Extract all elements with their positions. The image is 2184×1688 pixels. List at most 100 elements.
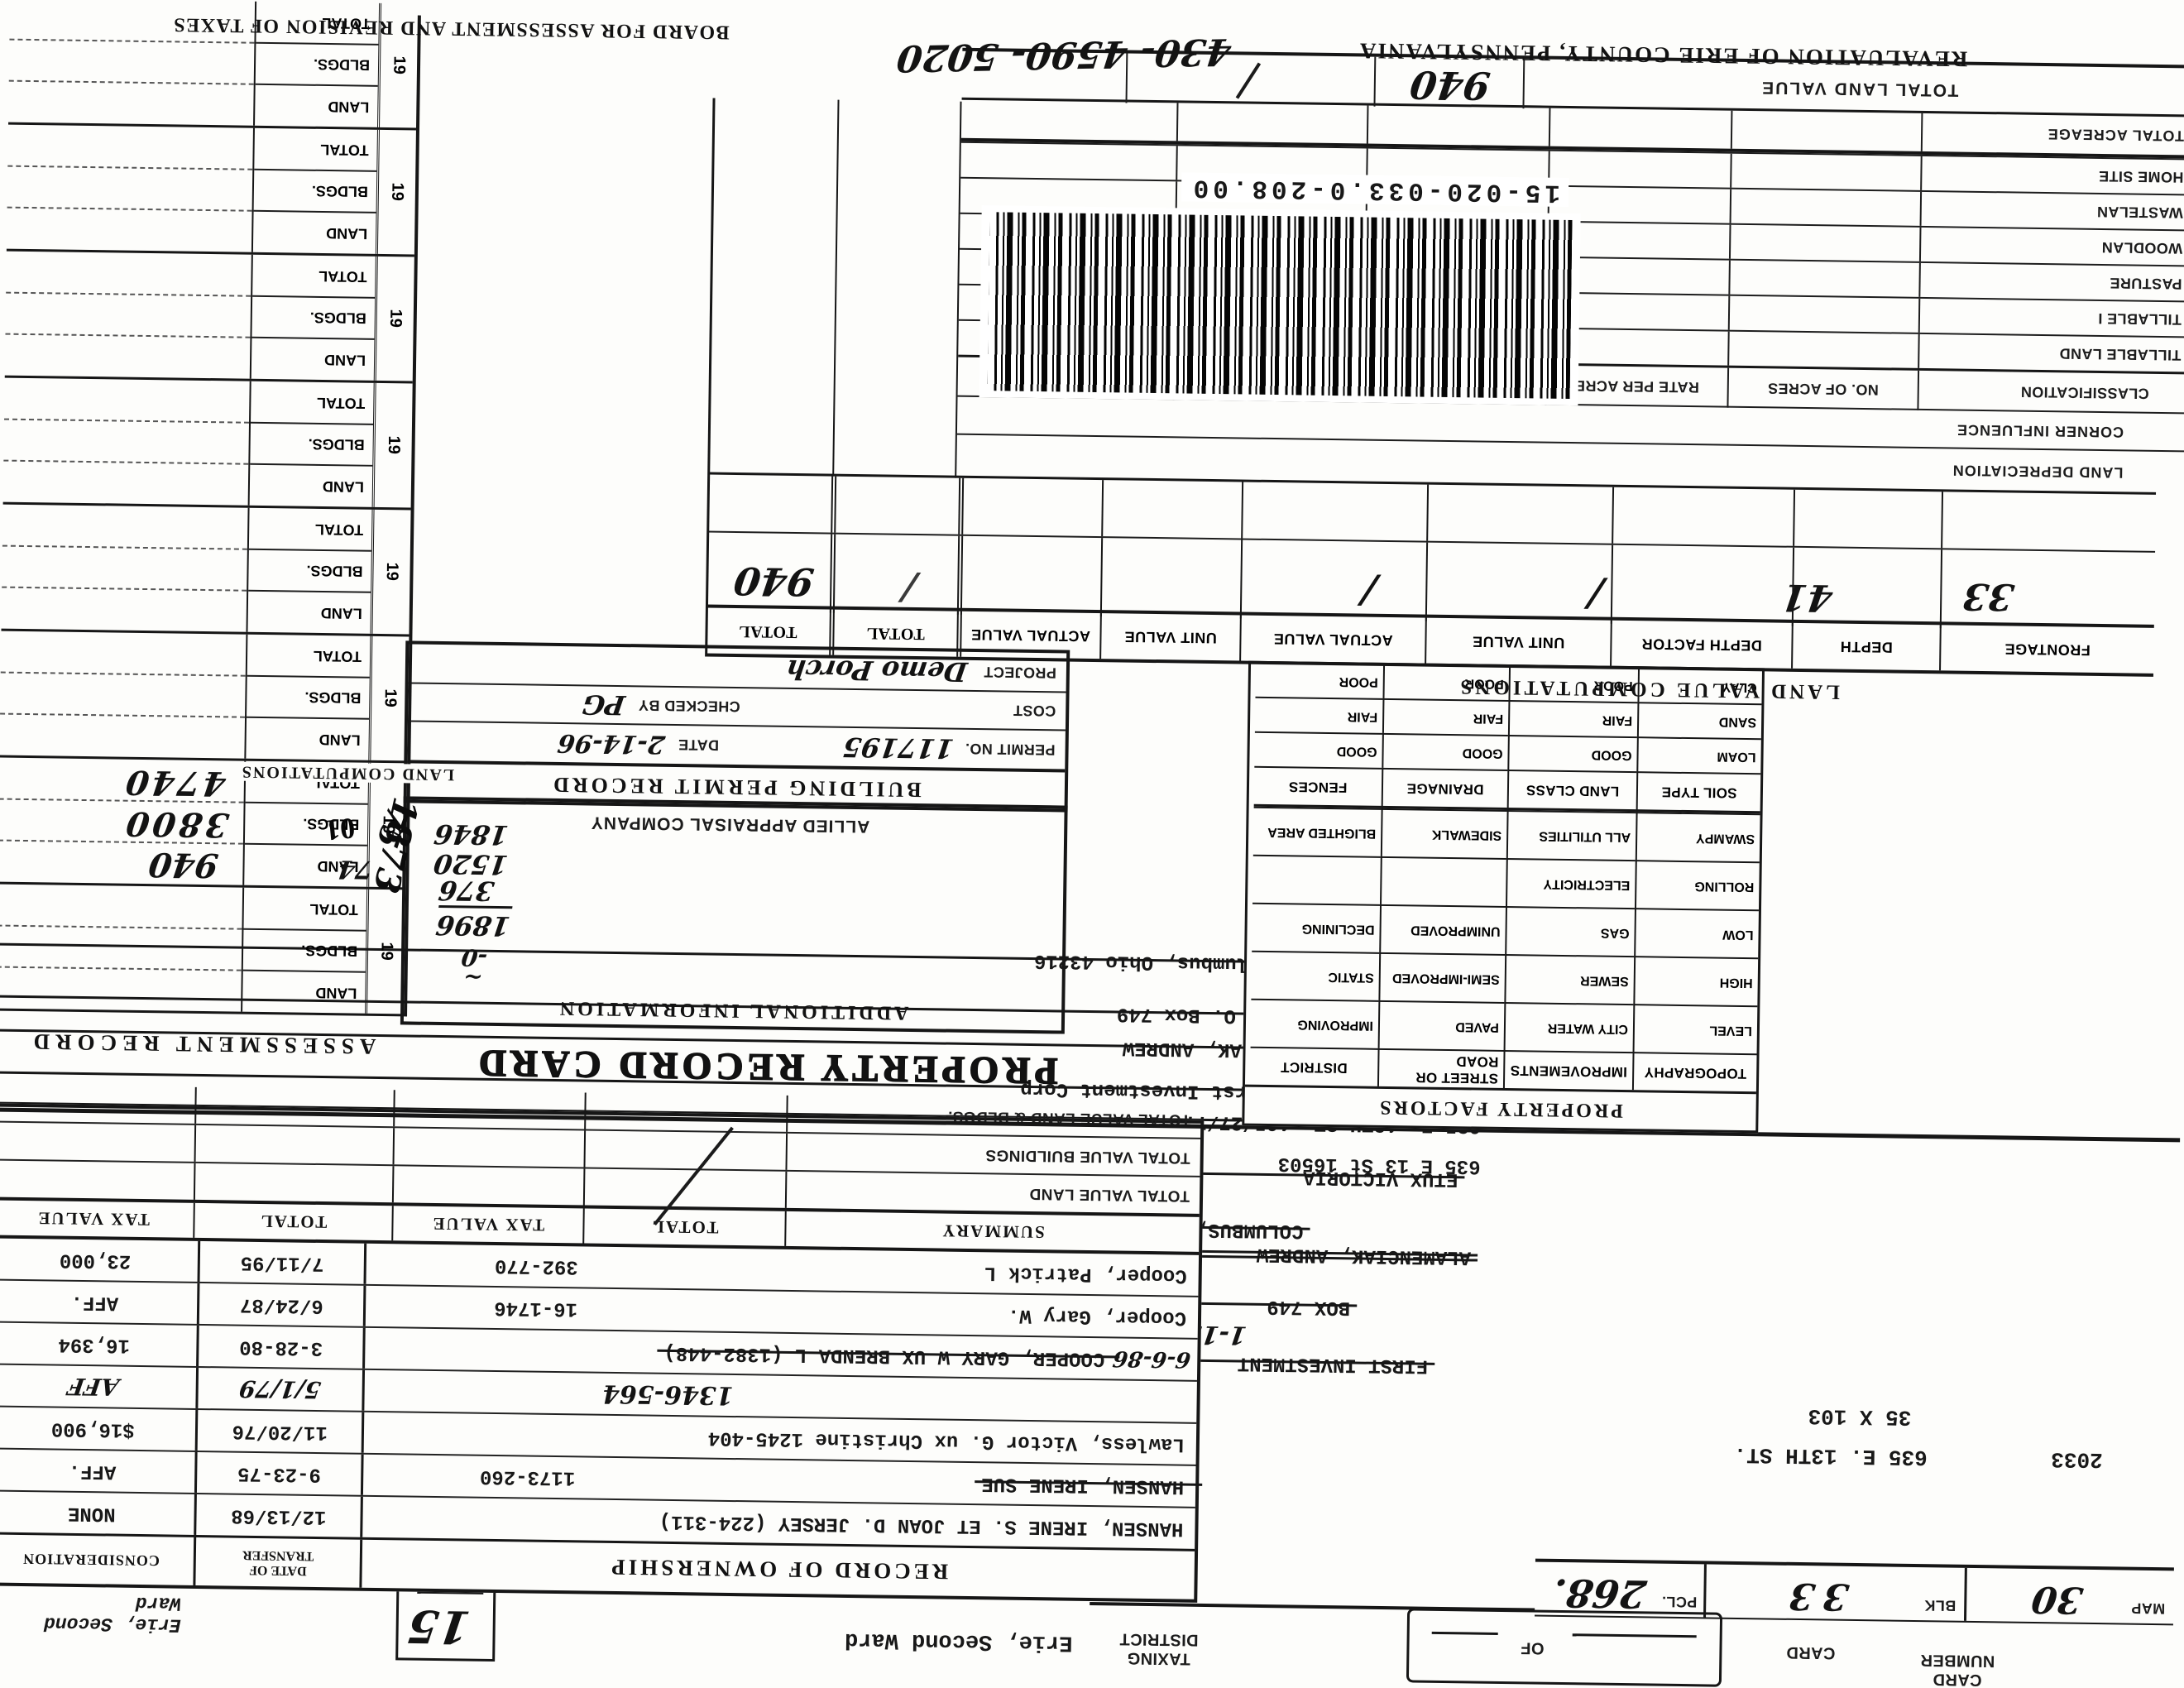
land-depreciation-label: LAND DEPRECIATION xyxy=(1952,462,2124,482)
handwritten-figure: 1520 xyxy=(431,847,510,881)
summary-label: SUMMARY xyxy=(784,1211,1200,1252)
ownership-title: RECORD OF OWNERSHIP xyxy=(608,1555,949,1585)
factor-cell: STATIC xyxy=(1251,950,1380,1000)
home-site-label: HOME SITE xyxy=(2098,167,2184,186)
assessment-record-title: ASSESSMENT RECORD xyxy=(27,1029,376,1059)
year-cell: 19 xyxy=(365,889,406,1014)
deed-book-page: 1346-564 xyxy=(601,1379,734,1411)
handwritten-figure-sum: 1896 xyxy=(433,904,513,942)
bldgs-label: BLDGS. xyxy=(255,41,379,86)
property-factors-table: PROPERTY FACTORS TOPOGRAPHY IMPROVEMENTS… xyxy=(1242,660,1765,1134)
tax-value-label: TAX VALUE xyxy=(390,1206,583,1244)
factor-cell: CITY WATER xyxy=(1503,1001,1634,1053)
owner-name: Lawless, Victor G. ux Christine 1245-404 xyxy=(707,1426,1185,1455)
taxing-district-corner-value: Erie, Second Ward xyxy=(43,1591,182,1636)
total-acreage-label: TOTAL ACREAGE xyxy=(2047,126,2184,145)
handwritten-figure: 1846 xyxy=(432,818,510,851)
factor-cell: SWAMPY xyxy=(1635,812,1760,862)
consideration-value: 23,000 xyxy=(59,1248,132,1272)
consideration-value: 16,394 xyxy=(58,1332,131,1356)
total-label: TOTAL xyxy=(582,1208,786,1246)
soil-cell: GOOD xyxy=(1254,731,1382,768)
year-prefix: 19 xyxy=(390,55,409,75)
transfer-note: 6-6-86 xyxy=(1111,1345,1193,1373)
depth-factor-header: DEPTH FACTOR xyxy=(1610,620,1792,669)
factor-cell: ALL UTILITIES xyxy=(1506,809,1636,861)
assessment-values xyxy=(0,885,242,1012)
total-header: TOTAL xyxy=(738,622,797,641)
unit-value-mark: / xyxy=(1585,572,1606,617)
owner-name: Cooper, Patrick L xyxy=(984,1261,1187,1287)
assessed-bldgs-value: 3800 xyxy=(120,804,232,845)
taxing-district-label: TAXING DISTRICT xyxy=(1119,1629,1199,1668)
bldgs-label: BLDGS. xyxy=(251,295,376,339)
consideration-value: AFF xyxy=(65,1372,121,1401)
factor-cell: ELECTRICITY xyxy=(1506,857,1636,909)
header-rule xyxy=(1090,1602,1535,1612)
woodland-label: WOODLAN xyxy=(2101,238,2183,257)
land-label: LAND xyxy=(252,210,376,254)
depth-value: 41 xyxy=(1779,575,1836,619)
total-1-mark: / xyxy=(899,566,919,609)
stamp-01: 01 xyxy=(323,811,357,847)
soil-cell: GOOD xyxy=(1507,735,1637,772)
date-of-transfer-header: DATE OF TRANSFER xyxy=(193,1537,361,1588)
factor-cell: LOW xyxy=(1634,908,1759,958)
land-label: LAND xyxy=(249,463,373,507)
owner-name: Cooper, Gary W. xyxy=(1007,1303,1187,1329)
corner-influence-label: CORNER INFLUENCE xyxy=(1956,421,2124,441)
deed-book-page: 1173-260 xyxy=(479,1465,576,1489)
street-or-road-header: STREET OR ROAD xyxy=(1377,1048,1504,1088)
control-number: 2033 xyxy=(2051,1446,2103,1473)
total-label: TOTAL xyxy=(314,520,364,539)
card-number-label-l2: NUMBER xyxy=(1919,1651,1995,1671)
year-prefix: 19 xyxy=(377,942,396,961)
permit-date-value: 2-14-96 xyxy=(556,728,668,760)
taxing-label-l2: DISTRICT xyxy=(1119,1629,1199,1649)
total-land-value-label: TOTAL LAND VALUE xyxy=(1760,78,1959,100)
depth-header: DEPTH xyxy=(1791,622,1940,671)
total-value-land-label: TOTAL VALUE LAND xyxy=(1029,1184,1190,1205)
assessment-block: 19 LAND BLDGS. TOTAL xyxy=(1,504,411,637)
permit-no-value: 117195 xyxy=(841,731,956,765)
soil-cell: SAND xyxy=(1636,702,1762,739)
topography-header: TOPOGRAPHY xyxy=(1631,1052,1757,1092)
total-label: TOTAL xyxy=(316,394,366,412)
assessment-record-column: 19 LAND BLDGS. TOTAL 19 LAND BLDGS. TOTA… xyxy=(0,0,426,1017)
factor-cell xyxy=(1380,856,1506,906)
transfer-date: 5/1/79 xyxy=(237,1374,323,1404)
pcl-cell: PCL. 268. xyxy=(1535,1562,1704,1618)
land-label: LAND xyxy=(242,970,366,1014)
actual-value-mark: / xyxy=(1358,568,1380,614)
year-prefix: 19 xyxy=(388,182,407,202)
property-factors-title: PROPERTY FACTORS xyxy=(1244,1084,1756,1131)
lot-size: 35 X 103 xyxy=(1808,1403,1912,1430)
record-of-ownership-table: RECORD OF OWNERSHIP DATE OF TRANSFER CON… xyxy=(0,1086,1205,1603)
transfer-date: 3-28-80 xyxy=(239,1335,323,1360)
actual-value-header: ACTUAL VALUE xyxy=(1239,615,1425,664)
transfer-date: 11/20/76 xyxy=(232,1419,328,1444)
year-prefix: 19 xyxy=(386,309,405,328)
factor-cell: HIGH xyxy=(1633,956,1759,1006)
checked-by-label: CHECKED BY xyxy=(638,697,740,716)
pcl-value: 268. xyxy=(1549,1570,1650,1617)
factor-cell: UNIMPROVED xyxy=(1379,904,1506,954)
card-number-label: CARD NUMBER xyxy=(1920,1650,1995,1688)
column-rule xyxy=(832,99,840,477)
deed-book-page: 392-770 xyxy=(494,1254,578,1278)
of-blank-line xyxy=(1431,1631,1498,1635)
year-prefix: 19 xyxy=(384,435,404,455)
building-permit-record-box: BUILDING PERMIT RECORD PERMIT NO. 117195… xyxy=(403,640,1070,813)
map-cell: MAP 30 xyxy=(1963,1567,2174,1624)
transfer-date: 6/24/87 xyxy=(239,1292,324,1317)
soil-cell: FAIR xyxy=(1382,698,1509,736)
handwritten-slash-mark xyxy=(1235,62,1262,99)
total-land-value-amount: 940 xyxy=(1407,62,1493,108)
bldgs-label: BLDGS. xyxy=(247,674,370,719)
project-label: PROJECT xyxy=(983,664,1057,682)
factor-cell: SEWER xyxy=(1504,953,1635,1005)
pcl-label: PCL. xyxy=(1661,1593,1698,1611)
wasteland-label: WASTELAN xyxy=(2096,203,2183,222)
